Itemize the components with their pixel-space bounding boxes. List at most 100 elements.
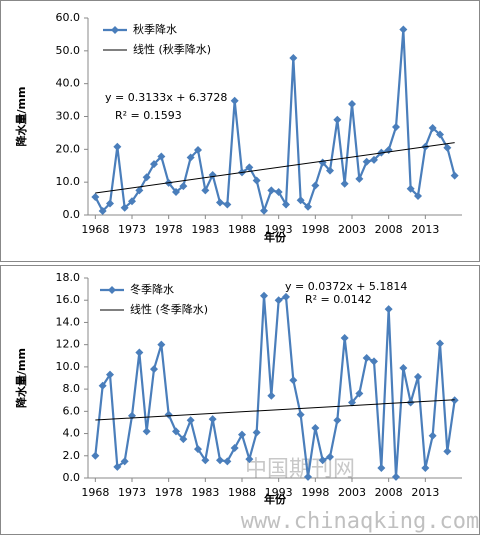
data-point [348, 398, 356, 407]
data-point [355, 389, 364, 398]
y-tick-label: 50.0 [56, 44, 81, 57]
x-tick-label: 1988 [228, 486, 256, 499]
data-point [326, 452, 334, 461]
data-point [208, 170, 217, 179]
data-point [172, 427, 180, 436]
data-point [194, 445, 202, 454]
y-tick-label: 30.0 [56, 110, 81, 123]
data-point [348, 100, 356, 109]
data-point [384, 145, 393, 154]
trend-equation: y = 0.3133x + 6.3728 [105, 91, 227, 104]
trend-equation: y = 0.0372x + 5.1814 [285, 280, 407, 293]
data-point [340, 334, 349, 342]
data-point [333, 416, 342, 425]
data-point [450, 171, 459, 180]
data-point [274, 296, 283, 305]
x-tick-label: 2008 [375, 486, 403, 499]
y-axis-label: 降水量/mm [14, 87, 28, 147]
data-point [443, 143, 452, 152]
y-tick-label: 16.0 [56, 293, 81, 306]
x-tick-label: 1983 [191, 223, 219, 236]
data-point [98, 381, 107, 390]
x-tick-label: 1998 [301, 223, 329, 236]
data-point [238, 430, 246, 439]
data-point [230, 96, 239, 105]
x-tick-label: 1978 [155, 223, 183, 236]
data-point [274, 188, 283, 197]
x-tick-label: 1993 [265, 486, 293, 499]
y-tick-label: 10.0 [56, 360, 81, 373]
data-point [216, 198, 224, 207]
y-tick-label: 20.0 [56, 142, 81, 155]
data-point [142, 173, 151, 182]
data-point [201, 456, 210, 465]
data-point [186, 416, 195, 425]
data-point [260, 291, 268, 300]
data-point [436, 130, 444, 139]
data-point [142, 427, 151, 436]
data-point [135, 348, 144, 357]
x-tick-label: 2003 [338, 486, 366, 499]
data-point [208, 415, 217, 424]
y-tick-label: 60.0 [56, 11, 81, 24]
data-point [135, 186, 144, 195]
data-point [318, 456, 327, 465]
data-point [223, 200, 232, 209]
trendline [95, 142, 455, 194]
data-point [392, 472, 400, 481]
y-tick-label: 12.0 [56, 338, 81, 351]
data-point [414, 191, 422, 200]
x-axis-label: 年份 [264, 492, 287, 506]
data-point [150, 160, 158, 169]
trendline [95, 399, 455, 421]
x-tick-label: 1978 [155, 486, 183, 499]
x-tick-label: 1973 [118, 223, 146, 236]
x-tick-label: 2003 [338, 223, 366, 236]
data-point [406, 184, 415, 193]
x-tick-label: 1993 [265, 223, 293, 236]
y-tick-label: 10.0 [56, 175, 81, 188]
data-point [172, 188, 180, 197]
trend-r2: R² = 0.0142 [305, 293, 372, 306]
data-point [370, 357, 378, 366]
trend-r2: R² = 0.1593 [115, 109, 182, 122]
data-point [333, 115, 342, 124]
y-tick-label: 0.0 [63, 208, 81, 221]
data-point [340, 179, 349, 188]
data-point [443, 447, 452, 456]
y-tick-label: 2.0 [63, 449, 81, 462]
y-tick-label: 4.0 [63, 427, 81, 440]
data-point [179, 182, 188, 191]
data-point [377, 464, 386, 472]
data-point [120, 457, 129, 466]
legend-label: 秋季降水 [133, 22, 177, 36]
y-tick-label: 6.0 [63, 404, 81, 417]
data-point [282, 200, 290, 209]
legend-label: 线性 (冬季降水) [130, 302, 208, 316]
data-point [216, 456, 224, 465]
data-point [157, 152, 166, 161]
data-point [91, 192, 100, 201]
x-axis-label: 年份 [264, 230, 287, 244]
data-point [128, 197, 136, 206]
data-point [289, 376, 298, 385]
x-tick-label: 1988 [228, 223, 256, 236]
data-point [267, 186, 276, 195]
data-point [267, 391, 276, 400]
data-point [120, 203, 129, 212]
data-point [260, 206, 268, 215]
data-point [304, 202, 312, 211]
data-point [179, 435, 188, 444]
data-point [362, 354, 371, 362]
data-point [223, 457, 232, 466]
data-point [399, 364, 408, 372]
data-point [392, 123, 400, 132]
x-tick-label: 1973 [118, 486, 146, 499]
x-tick-label: 1968 [81, 223, 109, 236]
x-tick-label: 1983 [191, 486, 219, 499]
data-point [362, 157, 371, 166]
x-tick-label: 2008 [375, 223, 403, 236]
data-point [98, 207, 107, 216]
data-point [296, 196, 305, 205]
